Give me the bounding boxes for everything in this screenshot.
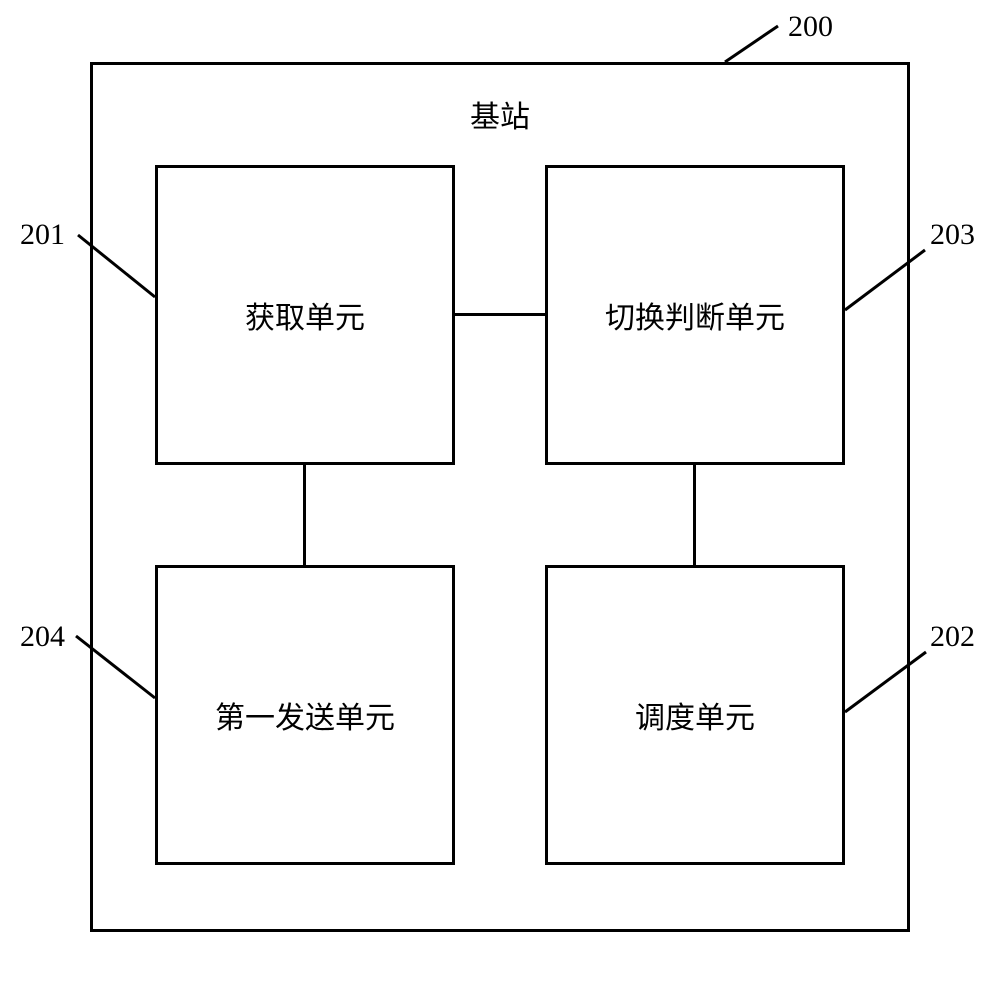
leader-line-200 xyxy=(725,26,778,62)
leader-line-202 xyxy=(845,652,926,712)
leader-line-201 xyxy=(78,235,155,297)
leader-lines-svg xyxy=(0,0,1000,984)
leader-line-203 xyxy=(845,250,925,310)
leader-line-204 xyxy=(76,636,155,698)
